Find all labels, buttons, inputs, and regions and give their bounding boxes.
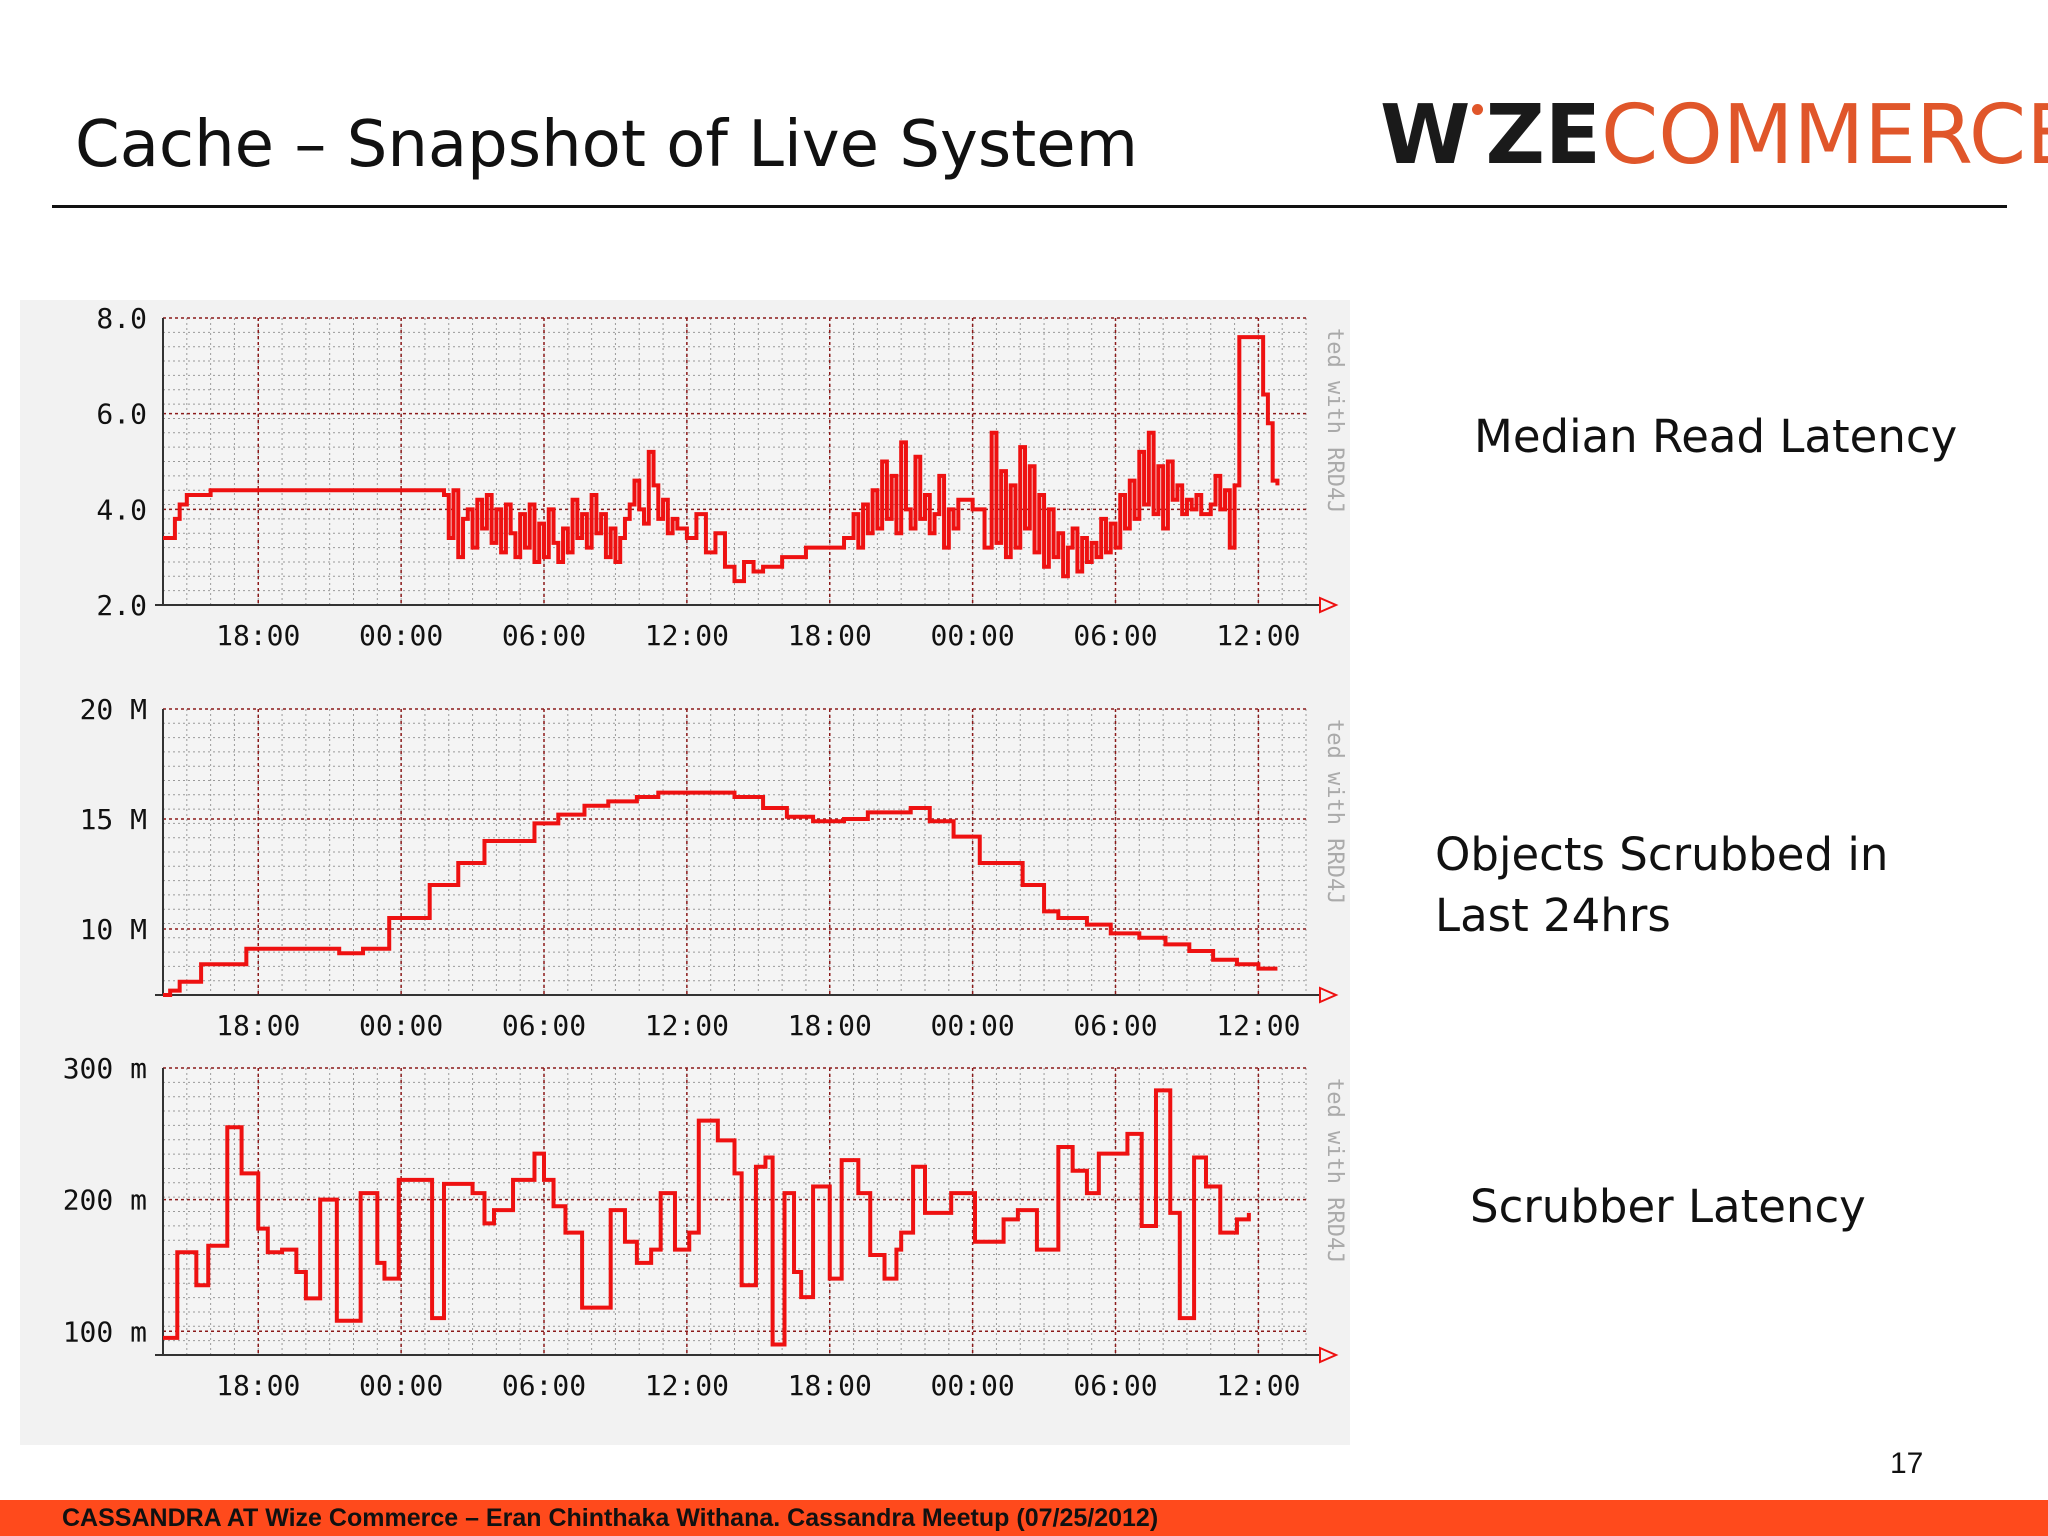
- y-tick-label: 300 m: [63, 1052, 147, 1085]
- x-tick-label: 18:00: [788, 1009, 872, 1042]
- x-tick-label: 00:00: [930, 1369, 1014, 1402]
- x-tick-label: 00:00: [930, 619, 1014, 652]
- y-tick-label: 200 m: [63, 1184, 147, 1217]
- x-tick-label: 18:00: [788, 619, 872, 652]
- x-tick-label: 18:00: [216, 619, 300, 652]
- logo-ze: ZE: [1485, 88, 1601, 183]
- label-objects-scrubbed: Objects Scrubbed in Last 24hrs: [1435, 828, 1889, 942]
- y-tick-label: 2.0: [96, 589, 147, 622]
- x-tick-label: 12:00: [645, 1369, 729, 1402]
- y-tick-label: 6.0: [96, 398, 147, 431]
- x-tick-label: 12:00: [645, 1009, 729, 1042]
- x-axis-arrow-icon: [1319, 596, 1339, 614]
- watermark-text: ted with RRD4J: [1322, 328, 1347, 513]
- x-tick-label: 06:00: [1073, 619, 1157, 652]
- series-line: [163, 1088, 1251, 1347]
- x-tick-label: 12:00: [1216, 1369, 1300, 1402]
- series-line: [163, 335, 1280, 584]
- watermark-text: ted with RRD4J: [1322, 1078, 1347, 1263]
- x-tick-label: 18:00: [216, 1009, 300, 1042]
- x-axis-arrow-icon: [1319, 1346, 1339, 1364]
- y-tick-label: 15 M: [80, 803, 147, 836]
- x-tick-label: 06:00: [1073, 1009, 1157, 1042]
- logo-w: W: [1380, 88, 1471, 183]
- y-tick-label: 4.0: [96, 493, 147, 526]
- watermark-text: ted with RRD4J: [1322, 719, 1347, 904]
- x-tick-label: 06:00: [1073, 1369, 1157, 1402]
- x-tick-label: 12:00: [1216, 619, 1300, 652]
- label-median-read-latency: Median Read Latency: [1474, 410, 1958, 463]
- x-tick-label: 00:00: [930, 1009, 1014, 1042]
- footer-text: CASSANDRA AT Wize Commerce – Eran Chinth…: [62, 1504, 1159, 1532]
- x-tick-label: 12:00: [1216, 1009, 1300, 1042]
- y-tick-label: 8.0: [96, 302, 147, 335]
- y-tick-label: 100 m: [63, 1315, 147, 1348]
- slide-title: Cache – Snapshot of Live System: [75, 108, 1138, 182]
- y-tick-label: 10 M: [80, 913, 147, 946]
- x-tick-label: 00:00: [359, 619, 443, 652]
- series-line: [163, 790, 1278, 997]
- x-tick-label: 00:00: [359, 1009, 443, 1042]
- x-tick-label: 12:00: [645, 619, 729, 652]
- x-tick-label: 18:00: [216, 1369, 300, 1402]
- x-tick-label: 00:00: [359, 1369, 443, 1402]
- page-number: 17: [1890, 1447, 1924, 1480]
- x-axis-arrow-icon: [1319, 986, 1339, 1004]
- x-tick-label: 06:00: [502, 619, 586, 652]
- wize-commerce-logo: W ZECOMMERCE: [1380, 95, 2048, 177]
- x-tick-label: 06:00: [502, 1009, 586, 1042]
- y-tick-label: 20 M: [80, 693, 147, 726]
- title-divider: [52, 205, 2007, 208]
- logo-dot-icon: [1472, 104, 1484, 115]
- x-tick-label: 18:00: [788, 1369, 872, 1402]
- label-scrubber-latency: Scrubber Latency: [1470, 1180, 1866, 1233]
- x-tick-label: 06:00: [502, 1369, 586, 1402]
- footer-bar: CASSANDRA AT Wize Commerce – Eran Chinth…: [0, 1500, 2048, 1536]
- logo-commerce: COMMERCE: [1600, 88, 2048, 183]
